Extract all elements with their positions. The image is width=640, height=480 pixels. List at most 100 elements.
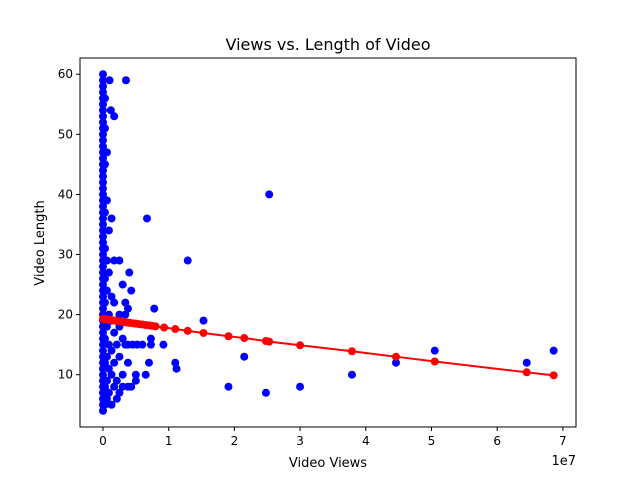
x-tick-label: 7 <box>559 434 567 448</box>
observed-point <box>98 76 107 85</box>
observed-point <box>159 340 168 349</box>
observed-point <box>98 154 107 163</box>
observed-point <box>98 304 107 313</box>
observed-point <box>98 70 107 79</box>
fitted-point <box>171 325 180 334</box>
observed-point <box>100 274 109 283</box>
observed-point <box>138 340 147 349</box>
observed-points <box>98 70 558 415</box>
observed-point <box>141 370 150 379</box>
observed-point <box>98 238 107 247</box>
observed-point <box>104 388 113 397</box>
observed-point <box>112 394 121 403</box>
observed-point <box>143 214 152 223</box>
observed-point <box>98 268 107 277</box>
observed-point <box>98 166 107 175</box>
observed-point <box>110 112 119 121</box>
observed-point <box>118 334 127 343</box>
y-axis-label: Video Length <box>33 200 48 285</box>
fitted-point <box>151 322 160 331</box>
plot-area <box>98 70 558 415</box>
observed-point <box>98 130 107 139</box>
observed-point <box>98 190 107 199</box>
observed-point <box>240 352 249 361</box>
observed-point <box>131 370 140 379</box>
x-tick-label: 3 <box>296 434 304 448</box>
y-tick-label: 40 <box>58 187 73 201</box>
observed-point <box>118 280 127 289</box>
fitted-point <box>183 326 192 335</box>
observed-point <box>127 382 136 391</box>
fitted-point <box>240 334 249 343</box>
observed-point <box>98 370 107 379</box>
observed-point <box>131 376 140 385</box>
observed-point <box>549 346 558 355</box>
observed-point <box>104 226 113 235</box>
observed-point <box>98 388 107 397</box>
observed-point <box>115 256 124 265</box>
observed-point <box>100 244 109 253</box>
observed-point <box>100 94 109 103</box>
fitted-point <box>391 352 400 361</box>
x-axis: 0 1 2 3 4 5 6 7 <box>99 427 567 448</box>
observed-point <box>98 184 107 193</box>
observed-point <box>98 220 107 229</box>
x-tick-label: 5 <box>428 434 436 448</box>
observed-point <box>102 376 111 385</box>
observed-point <box>98 214 107 223</box>
observed-point <box>98 106 107 115</box>
observed-point <box>115 352 124 361</box>
observed-point <box>430 346 439 355</box>
y-tick-label: 30 <box>58 248 73 262</box>
observed-point <box>100 298 109 307</box>
observed-point <box>296 382 305 391</box>
fitted-point <box>199 328 208 337</box>
y-tick-label: 10 <box>58 368 73 382</box>
observed-point <box>144 358 153 367</box>
observed-point <box>100 400 109 409</box>
observed-point <box>102 196 111 205</box>
observed-point <box>146 340 155 349</box>
observed-point <box>102 322 111 331</box>
fitted-point <box>296 341 305 350</box>
fitted-series <box>98 314 558 380</box>
observed-point <box>110 328 119 337</box>
x-tick-label: 4 <box>362 434 370 448</box>
observed-point <box>522 358 531 367</box>
y-tick-label: 60 <box>58 67 73 81</box>
observed-point <box>104 364 113 373</box>
fitted-point <box>224 332 233 341</box>
observed-point <box>115 388 124 397</box>
observed-point <box>121 298 130 307</box>
y-tick-label: 50 <box>58 127 73 141</box>
observed-point <box>100 334 109 343</box>
plot-frame <box>79 57 577 428</box>
observed-point <box>98 406 107 415</box>
fitted-point <box>347 347 356 356</box>
observed-point <box>104 340 113 349</box>
observed-point <box>98 202 107 211</box>
observed-point <box>183 256 192 265</box>
observed-point <box>110 382 119 391</box>
observed-point <box>127 286 136 295</box>
observed-point <box>104 268 113 277</box>
observed-point <box>98 364 107 373</box>
observed-point <box>118 370 127 379</box>
observed-point <box>98 88 107 97</box>
observed-point <box>123 358 132 367</box>
observed-point <box>102 394 111 403</box>
observed-point <box>100 160 109 169</box>
observed-point <box>98 118 107 127</box>
observed-point <box>105 76 114 85</box>
observed-point <box>107 292 116 301</box>
observed-point <box>115 310 124 319</box>
observed-point <box>265 190 274 199</box>
observed-point <box>98 340 107 349</box>
observed-point <box>98 136 107 145</box>
observed-point <box>121 76 130 85</box>
observed-point <box>112 376 121 385</box>
observed-point <box>98 100 107 109</box>
observed-point <box>107 370 116 379</box>
fitted-point <box>549 371 558 380</box>
